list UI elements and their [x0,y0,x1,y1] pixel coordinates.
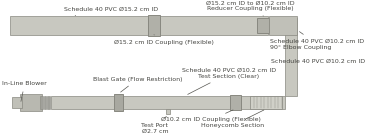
Bar [230,95,241,110]
Text: Ø15.2 cm ID to Ø10.2 cm ID
Reducer Coupling (Flexible): Ø15.2 cm ID to Ø10.2 cm ID Reducer Coupl… [206,1,295,16]
Text: Schedule 40 PVC Ø10.2 cm ID
90° Elbow Coupling: Schedule 40 PVC Ø10.2 cm ID 90° Elbow Co… [270,32,364,50]
Bar [40,96,43,109]
Bar [51,96,285,109]
Bar [269,16,297,35]
Bar [114,94,123,111]
Text: Schedule 40 PVC Ø10.2 cm ID
Test Section (Clear): Schedule 40 PVC Ø10.2 cm ID Test Section… [181,68,276,94]
Bar [250,96,282,109]
Bar [166,109,170,114]
Text: Schedule 40 PVC Ø10.2 cm ID: Schedule 40 PVC Ø10.2 cm ID [271,58,365,64]
Bar [285,18,297,96]
Text: Honeycomb Section: Honeycomb Section [201,110,265,128]
Bar [44,96,46,109]
Text: Ø10.2 cm ID Coupling (Flexible): Ø10.2 cm ID Coupling (Flexible) [161,110,261,122]
Bar [257,18,269,33]
Text: Schedule 40 PVC Ø15.2 cm ID: Schedule 40 PVC Ø15.2 cm ID [64,7,158,16]
Text: Blast Gate (Flow Restriction): Blast Gate (Flow Restriction) [93,77,182,92]
Text: In-Line Blower: In-Line Blower [2,81,47,101]
Bar [47,96,50,109]
Text: Ø15.2 cm ID Coupling (Flexible): Ø15.2 cm ID Coupling (Flexible) [114,35,213,44]
Bar [148,15,160,36]
Text: Test Port
Ø2.7 cm: Test Port Ø2.7 cm [141,116,168,134]
Bar [12,97,22,108]
Bar [10,16,267,35]
Bar [20,94,42,111]
